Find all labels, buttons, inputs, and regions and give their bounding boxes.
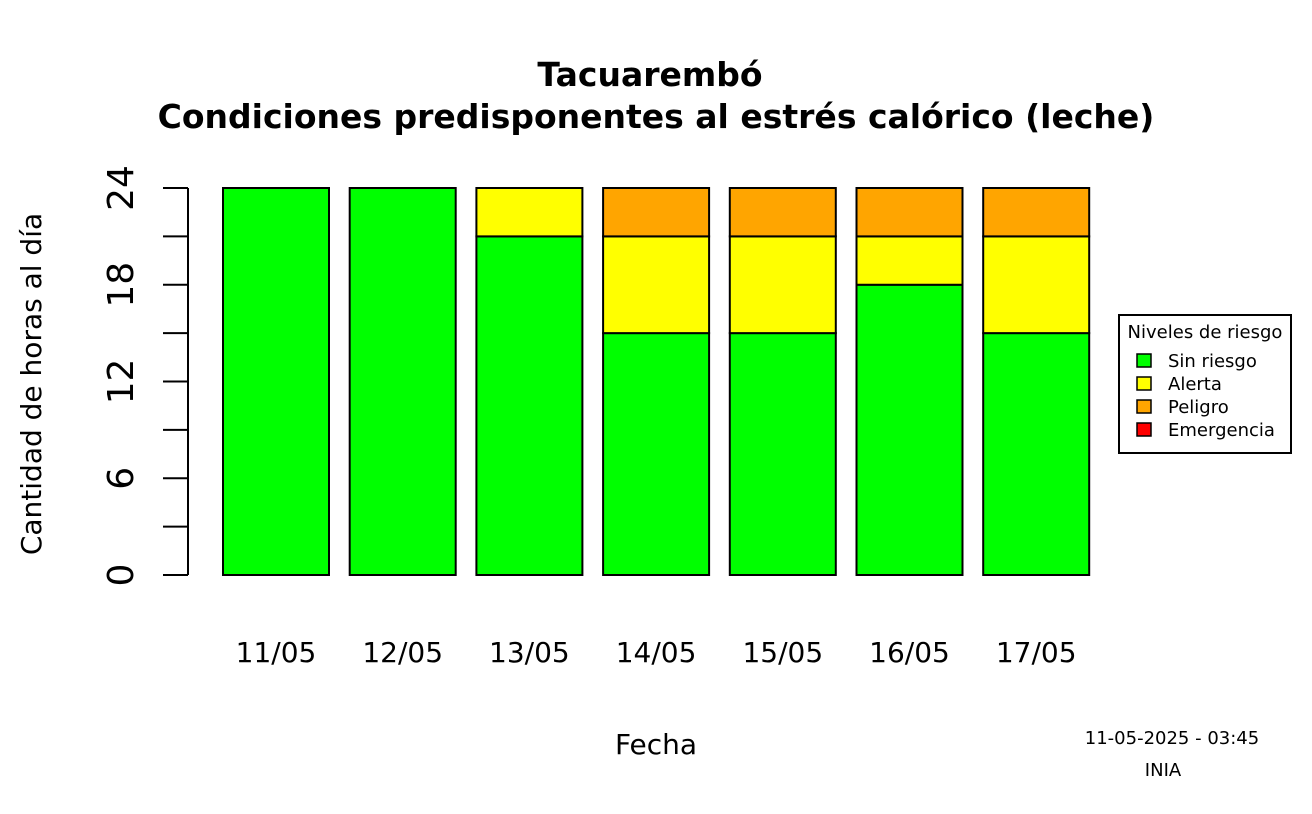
- timestamp-label: 11-05-2025 - 03:45: [1085, 728, 1259, 749]
- y-tick-label: 6: [101, 467, 142, 490]
- x-axis-labels: 11/05 12/05 13/05 14/05 15/05 16/05 17/05: [236, 636, 1077, 669]
- x-tick-label: 14/05: [616, 636, 697, 669]
- legend-box: [1118, 314, 1292, 454]
- bar-segment: [222, 187, 330, 576]
- bar-segment: [982, 235, 1091, 335]
- legend-title: Niveles de riesgo: [1128, 322, 1283, 343]
- x-tick-label: 11/05: [236, 636, 317, 669]
- x-tick-label: 13/05: [489, 636, 570, 669]
- y-axis-title: Cantidad de horas al día: [15, 213, 48, 555]
- legend: Niveles de riesgo Sin riesgoAlertaPeligr…: [1118, 314, 1292, 454]
- legend-label: Emergencia: [1168, 420, 1275, 441]
- bar-segment: [982, 187, 1091, 238]
- source-label: INIA: [1145, 760, 1182, 781]
- x-axis-title: Fecha: [615, 728, 697, 761]
- legend-label: Sin riesgo: [1168, 351, 1257, 372]
- chart-title: Tacuarembó: [537, 55, 762, 94]
- bar-segment: [475, 187, 584, 238]
- chart-subtitle: Condiciones predisponentes al estrés cal…: [158, 97, 1155, 136]
- legend-swatch: [1136, 399, 1152, 414]
- bar-segment: [855, 187, 964, 238]
- legend-swatch: [1136, 376, 1152, 391]
- bar-segment: [602, 235, 711, 335]
- bar-segment: [855, 283, 964, 576]
- bar-segment: [728, 235, 837, 335]
- bar-segment: [728, 332, 837, 576]
- x-tick-label: 12/05: [362, 636, 443, 669]
- y-tick-label: 18: [101, 262, 142, 308]
- bar-segment: [855, 235, 964, 286]
- x-tick-label: 15/05: [742, 636, 823, 669]
- legend-label: Peligro: [1168, 397, 1229, 418]
- bar-segment: [728, 187, 837, 238]
- bar-segment: [348, 187, 457, 576]
- x-tick-label: 16/05: [869, 636, 950, 669]
- bars-group: [222, 187, 1091, 576]
- legend-swatch: [1136, 422, 1152, 437]
- y-tick-label: 24: [101, 165, 142, 211]
- legend-swatch: [1136, 353, 1152, 368]
- bar-segment: [602, 332, 711, 576]
- bar-segment: [982, 332, 1091, 576]
- y-tick-label: 0: [101, 564, 142, 587]
- y-axis: 0 6 12 18 24: [101, 165, 189, 587]
- y-tick-label: 12: [101, 359, 142, 405]
- bar-segment: [475, 235, 584, 576]
- bar-segment: [602, 187, 711, 238]
- x-tick-label: 17/05: [996, 636, 1077, 669]
- legend-label: Alerta: [1168, 374, 1222, 395]
